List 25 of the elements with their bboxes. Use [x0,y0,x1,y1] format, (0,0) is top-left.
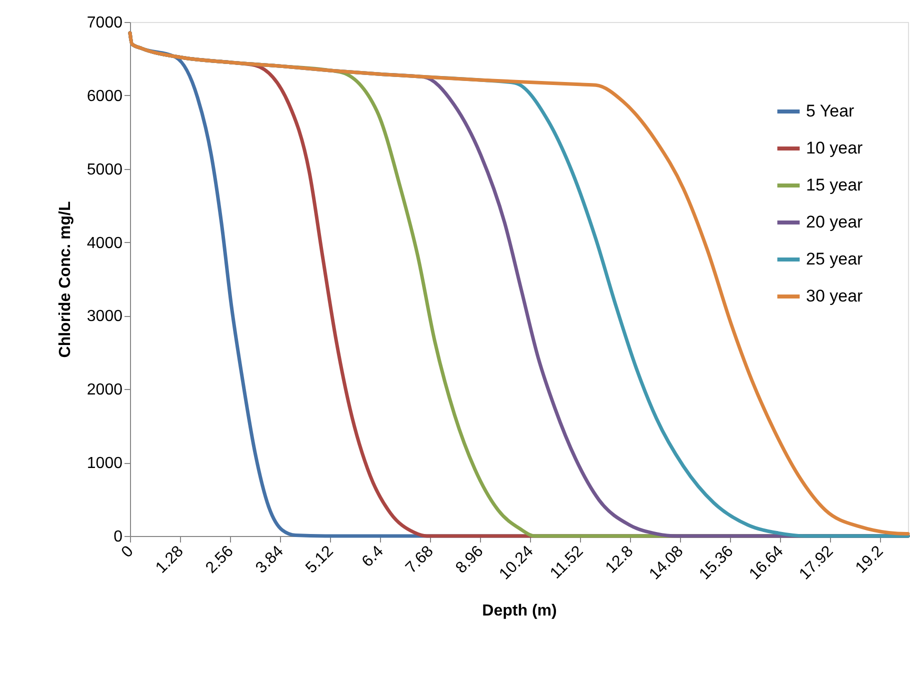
x-axis-title: Depth (m) [482,602,557,620]
legend-label: 20 year [806,212,864,232]
y-tick-label: 3000 [86,308,123,326]
x-tick-label: 5.12 [302,542,337,577]
x-tick-label: 12.8 [602,542,637,577]
x-tick-label: 7.68 [402,542,437,577]
x-tick-label: 6.4 [359,542,387,571]
y-tick-label: 4000 [86,234,123,252]
x-tick-label: 8.96 [452,542,487,577]
y-axis-title: Chloride Conc. mg/L [56,201,74,358]
legend-label: 5 Year [806,102,855,120]
y-tick-label: 1000 [86,455,123,472]
y-tick-label: 2000 [86,382,123,399]
x-tick-label: 3.84 [252,542,287,577]
y-tick-label: 5000 [86,161,123,178]
y-tick-label: 6000 [86,88,123,105]
legend-label: 15 year [806,176,864,194]
y-tick-label: 0 [114,528,123,546]
legend-label: 30 year [806,286,864,306]
legend-label: 25 year [806,250,864,268]
x-tick-label: 1.28 [152,542,187,577]
legend-label: 10 year [806,138,864,158]
y-tick-label: 7000 [86,14,123,32]
x-tick-label: 19.2 [852,542,887,577]
x-tick-label: 0 [118,542,137,562]
